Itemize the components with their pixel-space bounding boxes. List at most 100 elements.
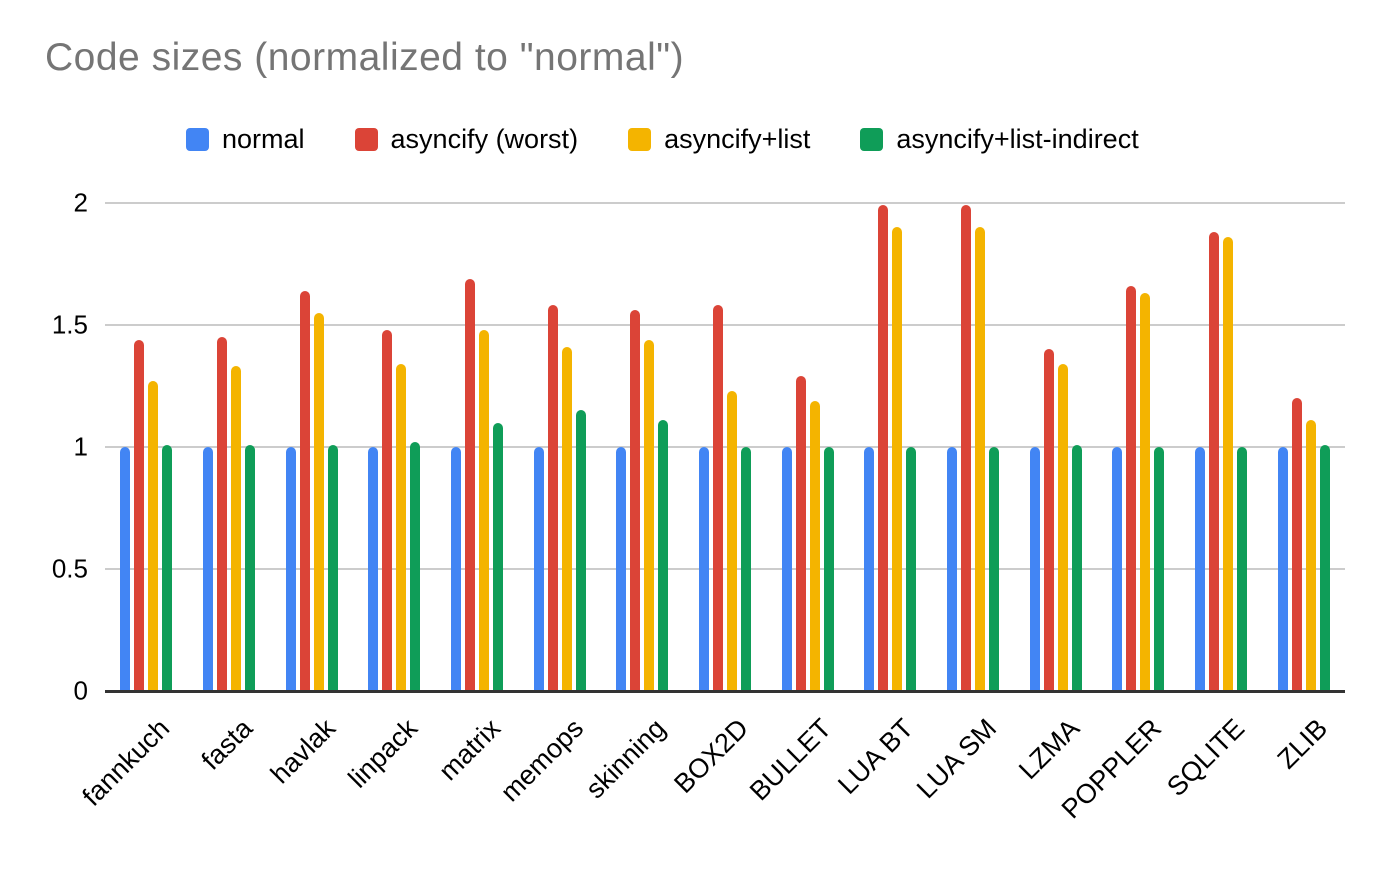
bar-asyncify-list-linpack (396, 364, 407, 691)
bar-asyncify-list-lzma (1057, 364, 1068, 691)
bar-asyncify-list-fasta (231, 366, 241, 691)
bar-asyncify-worst-sqlite (1209, 232, 1220, 691)
legend-item-asyncify-list: asyncify+list (628, 124, 810, 155)
gridline-2 (105, 202, 1345, 204)
bar-normal-sqlite (1195, 447, 1206, 691)
bar-asyncify-list-indirect-lua-bt (906, 447, 917, 691)
gridline-1-5 (105, 324, 1345, 326)
bar-asyncify-list-havlak (313, 312, 324, 691)
bar-group-lua-bt (849, 203, 932, 691)
bar-asyncify-worst-fannkuch (134, 339, 145, 691)
legend-label-asyncify-list-indirect: asyncify+list-indirect (896, 124, 1139, 154)
legend-item-asyncify-list-indirect: asyncify+list-indirect (860, 124, 1139, 155)
bar-groups-container (105, 203, 1345, 691)
legend-swatch-normal (186, 128, 209, 151)
bar-group-matrix (436, 203, 519, 691)
bar-asyncify-list-indirect-sqlite (1237, 447, 1248, 691)
bar-asyncify-worst-zlib (1291, 398, 1302, 691)
y-tick-label-0-5: 0.5 (51, 553, 88, 584)
bar-normal-fasta (203, 447, 213, 691)
bar-asyncify-list-memops (561, 346, 572, 691)
bar-group-havlak (270, 203, 353, 691)
bar-group-bullet (766, 203, 849, 691)
bar-normal-box2d (699, 447, 710, 691)
plot-area (105, 202, 1345, 693)
legend-label-asyncify-list: asyncify+list (664, 124, 811, 154)
y-tick-label-1-5: 1.5 (51, 309, 88, 340)
bar-asyncify-list-indirect-linpack (410, 442, 421, 691)
bar-asyncify-list-sqlite (1223, 237, 1234, 691)
bar-asyncify-worst-box2d (713, 305, 724, 691)
bar-group-poppler (1097, 203, 1180, 691)
bar-group-memops (518, 203, 601, 691)
legend-swatch-asyncify-list (628, 128, 652, 151)
gridline-0-5 (105, 568, 1345, 570)
bar-asyncify-list-bullet (809, 400, 820, 691)
bar-asyncify-worst-havlak (299, 290, 310, 691)
bar-normal-havlak (285, 447, 296, 691)
x-axis-line (105, 690, 1345, 693)
bar-group-linpack (353, 203, 436, 691)
bar-asyncify-list-indirect-zlib (1319, 444, 1330, 691)
chart-title: Code sizes (normalized to "normal") (45, 36, 685, 79)
bar-asyncify-worst-memops (547, 305, 558, 691)
bar-asyncify-list-indirect-memops (575, 410, 586, 691)
bar-group-zlib (1262, 203, 1345, 691)
bar-asyncify-worst-matrix (465, 278, 476, 691)
bar-asyncify-worst-skinning (630, 310, 641, 691)
bar-asyncify-worst-lua-bt (878, 205, 889, 691)
bar-normal-bullet (781, 447, 792, 691)
bar-asyncify-list-indirect-fannkuch (162, 444, 173, 691)
bar-asyncify-worst-fasta (217, 337, 227, 691)
y-tick-label-0: 0 (73, 675, 88, 706)
bar-asyncify-list-lua-bt (892, 227, 903, 691)
bar-asyncify-list-indirect-matrix (493, 422, 504, 691)
gridline-1 (105, 446, 1345, 448)
bar-asyncify-list-box2d (727, 390, 738, 691)
bar-asyncify-worst-linpack (382, 329, 393, 691)
bar-asyncify-list-indirect-skinning (658, 420, 669, 691)
bar-asyncify-worst-lzma (1043, 349, 1054, 691)
bar-normal-linpack (368, 447, 379, 691)
y-tick-label-2: 2 (73, 187, 88, 218)
legend-swatch-asyncify-worst (354, 128, 378, 151)
bar-asyncify-list-lua-sm (975, 227, 986, 691)
bar-asyncify-list-matrix (479, 329, 490, 691)
bar-normal-matrix (451, 447, 462, 691)
bar-normal-poppler (1112, 447, 1123, 691)
legend-item-normal: normal (186, 124, 305, 155)
bar-group-fannkuch (105, 203, 188, 691)
legend-label-normal: normal (222, 124, 305, 154)
bar-asyncify-list-indirect-box2d (741, 447, 752, 691)
y-tick-label-1: 1 (73, 431, 88, 462)
bar-group-box2d (684, 203, 767, 691)
code-sizes-chart-page: { "title": "Code sizes (normalized to \"… (45, 36, 1345, 825)
legend-item-asyncify-worst: asyncify (worst) (354, 124, 579, 155)
bar-asyncify-list-indirect-lzma (1071, 444, 1082, 691)
bar-group-fasta (188, 203, 271, 691)
bar-normal-fannkuch (120, 447, 131, 691)
bar-asyncify-worst-bullet (795, 376, 806, 691)
bar-asyncify-list-skinning (644, 339, 655, 691)
bar-normal-skinning (616, 447, 627, 691)
legend-label-asyncify-worst: asyncify (worst) (390, 124, 579, 154)
bar-normal-lua-bt (864, 447, 875, 691)
bar-asyncify-worst-lua-sm (961, 205, 972, 691)
bar-asyncify-list-poppler (1140, 293, 1151, 691)
bar-normal-lzma (1029, 447, 1040, 691)
bar-group-lua-sm (932, 203, 1015, 691)
bar-asyncify-worst-poppler (1126, 285, 1137, 691)
bar-normal-zlib (1277, 447, 1288, 691)
bar-asyncify-list-indirect-havlak (327, 444, 338, 691)
bar-asyncify-list-zlib (1305, 420, 1316, 691)
bar-asyncify-list-indirect-lua-sm (989, 447, 1000, 691)
bar-group-skinning (601, 203, 684, 691)
bar-asyncify-list-indirect-poppler (1154, 447, 1165, 691)
bar-asyncify-list-indirect-bullet (823, 447, 834, 691)
chart-legend: normal asyncify (worst) asyncify+list async… (186, 124, 1139, 155)
bar-group-sqlite (1180, 203, 1263, 691)
bar-normal-memops (533, 447, 544, 691)
bar-asyncify-list-indirect-fasta (245, 444, 255, 691)
bar-asyncify-list-fannkuch (148, 381, 159, 691)
bar-group-lzma (1014, 203, 1097, 691)
